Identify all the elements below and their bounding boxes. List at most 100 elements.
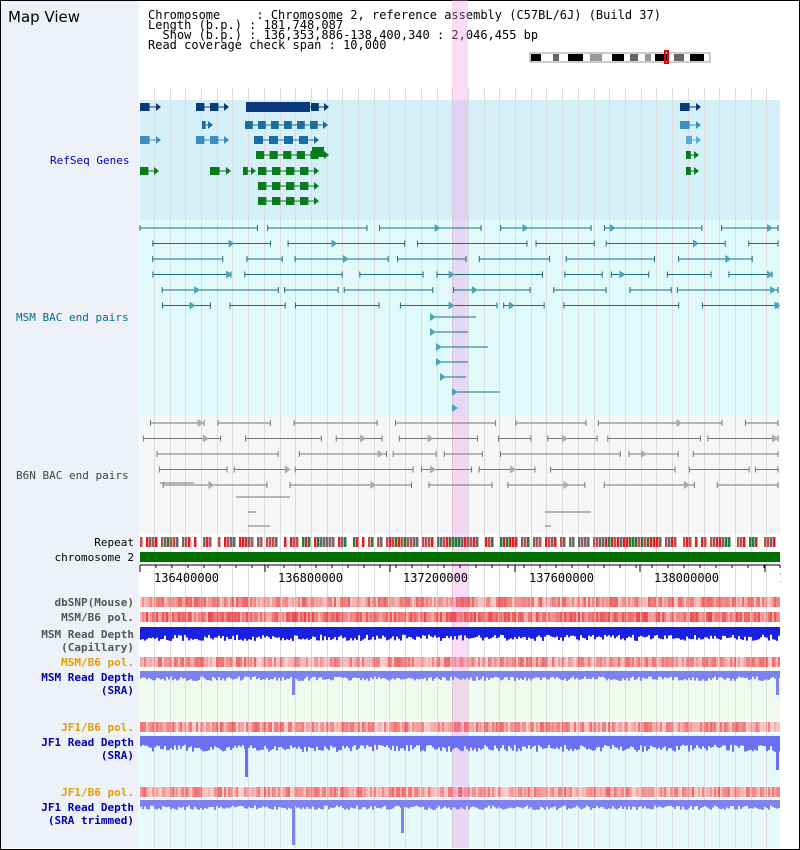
gene-exon: [680, 121, 690, 129]
read-depth-bar: [762, 671, 764, 681]
read-depth-bar: [350, 736, 352, 752]
polymorphism-cell: [504, 597, 506, 607]
polymorphism-cell: [412, 597, 414, 607]
polymorphism-cell: [740, 612, 742, 622]
msm-bac-label[interactable]: MSM BAC end pairs: [16, 311, 129, 324]
polymorphism-cell: [376, 612, 378, 622]
polymorphism-cell: [508, 612, 510, 622]
polymorphism-cell: [524, 657, 526, 667]
polymorphism-cell: [232, 657, 234, 667]
read-depth-bar: [172, 671, 174, 681]
polymorphism-cell: [336, 722, 338, 732]
polymorphism-cell: [160, 722, 162, 732]
read-depth-bar: [394, 736, 396, 752]
read-depth-bar: [690, 736, 692, 746]
polymorphism-cell: [412, 722, 414, 732]
msm-b6-pol-label-1[interactable]: MSM/B6 pol.: [61, 611, 134, 624]
read-depth-bar: [446, 671, 448, 681]
polymorphism-cell: [278, 612, 280, 622]
polymorphism-cell: [776, 597, 778, 607]
polymorphism-cell: [472, 612, 474, 622]
b6n-bac-label[interactable]: B6N BAC end pairs: [16, 469, 129, 482]
polymorphism-cell: [530, 722, 532, 732]
read-depth-bar: [196, 627, 198, 639]
read-depth-bar: [308, 800, 310, 809]
read-depth-bar: [582, 671, 584, 679]
read-depth-bar: [492, 800, 494, 806]
read-depth-bar: [334, 671, 336, 677]
polymorphism-cell: [758, 612, 760, 622]
grid-line: [625, 88, 626, 848]
read-depth-bar: [208, 736, 210, 751]
read-depth-bar: [380, 736, 382, 746]
polymorphism-cell: [598, 657, 600, 667]
gene-strand-arrow: [251, 167, 256, 175]
jf1-b6-pol-label-2[interactable]: JF1/B6 pol.: [61, 786, 134, 799]
read-depth-bar: [546, 736, 548, 749]
read-depth-bar: [184, 736, 186, 745]
read-depth-bar: [240, 800, 242, 806]
read-depth-bar: [146, 800, 148, 810]
polymorphism-cell: [296, 657, 298, 667]
read-depth-bar: [312, 627, 314, 637]
polymorphism-cell: [442, 657, 444, 667]
polymorphism-cell: [612, 612, 614, 622]
repeat-label[interactable]: Repeat: [94, 536, 134, 549]
polymorphism-cell: [266, 612, 268, 622]
msm-depth-sra-label[interactable]: MSM Read Depth (SRA): [41, 671, 134, 697]
read-depth-bar: [248, 671, 250, 678]
polymorphism-cell: [764, 612, 766, 622]
polymorphism-cell: [638, 597, 640, 607]
polymorphism-cell: [352, 612, 354, 622]
polymorphism-cell: [714, 722, 716, 732]
read-depth-bar: [710, 671, 712, 680]
read-depth-bar: [212, 627, 214, 640]
read-depth-bar: [180, 671, 182, 678]
msm-b6-pol-label-2[interactable]: MSM/B6 pol.: [61, 656, 134, 669]
jf1-depth-sra-label[interactable]: JF1 Read Depth (SRA): [41, 736, 134, 762]
jf1-depth-trim-label[interactable]: JF1 Read Depth (SRA trimmed): [41, 801, 134, 827]
polymorphism-cell: [728, 787, 730, 797]
read-depth-bar: [676, 671, 678, 677]
polymorphism-cell: [506, 597, 508, 607]
dbsnp-label[interactable]: dbSNP(Mouse): [54, 596, 134, 609]
polymorphism-cell: [454, 722, 456, 732]
polymorphism-cell: [672, 722, 674, 732]
repeat-segment: [722, 537, 725, 547]
read-depth-bar: [374, 800, 376, 807]
read-depth-bar: [478, 736, 480, 749]
polymorphism-cell: [252, 612, 254, 622]
polymorphism-cell: [518, 657, 520, 667]
polymorphism-cell: [402, 612, 404, 622]
read-depth-bar: [472, 800, 474, 807]
polymorphism-cell: [704, 787, 706, 797]
polymorphism-cell: [410, 612, 412, 622]
polymorphism-cell: [490, 612, 492, 622]
polymorphism-cell: [740, 597, 742, 607]
polymorphism-cell: [584, 597, 586, 607]
polymorphism-cell: [276, 612, 278, 622]
read-depth-bar: [378, 736, 380, 746]
repeat-segment: [161, 537, 164, 547]
read-depth-bar: [490, 736, 492, 751]
polymorphism-cell: [666, 657, 668, 667]
chromosome-label[interactable]: chromosome 2: [54, 551, 134, 564]
jf1-b6-pol-label-1[interactable]: JF1/B6 pol.: [61, 721, 134, 734]
polymorphism-cell: [254, 597, 256, 607]
repeat-segment: [260, 537, 263, 547]
read-depth-bar: [738, 736, 740, 748]
polymorphism-cell: [492, 657, 494, 667]
read-depth-bar: [198, 671, 200, 680]
polymorphism-cell: [424, 597, 426, 607]
read-depth-bar: [736, 627, 738, 640]
refseq-genes-label[interactable]: RefSeq Genes: [50, 154, 130, 167]
read-depth-bar: [554, 627, 556, 638]
repeat-segment: [563, 537, 566, 547]
msm-depth-capillary-label[interactable]: MSM Read Depth (Capillary): [41, 628, 134, 654]
polymorphism-cell: [762, 657, 764, 667]
polymorphism-cell: [512, 597, 514, 607]
read-depth-bar: [578, 627, 580, 641]
repeat-segment: [185, 537, 188, 547]
